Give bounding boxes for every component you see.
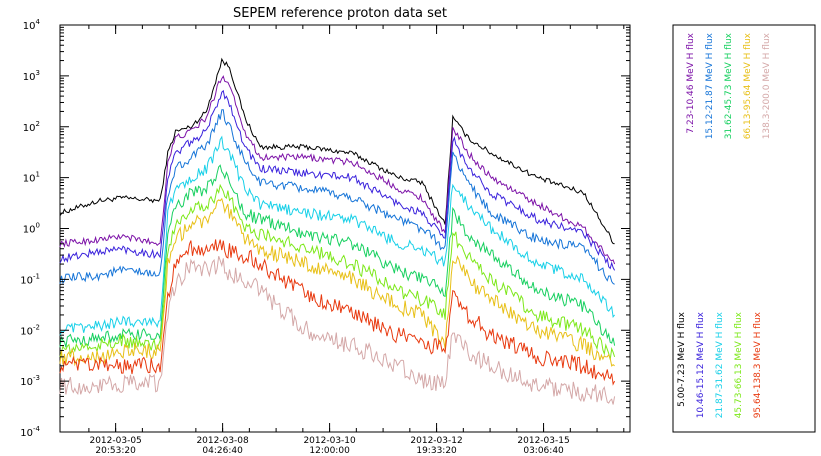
y-tick-exponent: 4 [36, 18, 41, 26]
x-tick-date: 2012-03-15 [517, 436, 569, 446]
y-tick-exponent: -1 [33, 272, 40, 280]
legend-label: 10.46-15.12 MeV H flux [696, 311, 706, 418]
y-tick-base: 10 [20, 428, 33, 439]
legend-label: 45.73-66.13 MeV H flux [734, 311, 744, 418]
y-tick-base: 10 [20, 275, 33, 286]
series-line [59, 89, 616, 271]
y-tick-exponent: 2 [36, 120, 40, 128]
series-line [59, 183, 616, 360]
series-line [59, 109, 615, 285]
y-tick-label: 10-1 [20, 272, 40, 286]
legend-label: 5.00-7.23 MeV H flux [677, 311, 687, 407]
legend-label: 15.12-21.87 MeV H flux [705, 32, 715, 139]
y-tick-label: 104 [23, 18, 41, 32]
y-tick-base: 10 [23, 174, 36, 185]
series-line [59, 135, 615, 336]
series-line [59, 57, 615, 245]
y-tick-exponent: -2 [33, 323, 40, 331]
y-tick-label: 10-4 [20, 425, 40, 439]
x-tick-time: 19:33:20 [416, 446, 457, 456]
x-tick-date: 2012-03-05 [89, 436, 141, 446]
x-tick-time: 04:26:40 [202, 446, 243, 456]
y-tick-base: 10 [20, 377, 33, 388]
legend-label: 95.64-138.3 MeV H flux [753, 311, 763, 418]
x-tick-date: 2012-03-12 [410, 436, 462, 446]
y-tick-label: 100 [23, 222, 40, 236]
series-layer [59, 57, 616, 405]
series-line [59, 164, 616, 348]
x-tick-time: 12:00:00 [309, 446, 350, 456]
y-tick-exponent: 3 [36, 69, 40, 77]
series-line [59, 239, 616, 386]
legend-label: 21.87-31.62 MeV H flux [715, 311, 725, 418]
y-tick-exponent: 1 [36, 171, 40, 179]
y-tick-base: 10 [23, 72, 36, 83]
y-tick-label: 10-2 [20, 323, 40, 337]
x-tick-time: 20:53:20 [95, 446, 136, 456]
legend-label: 7.23-10.46 MeV H flux [686, 32, 696, 133]
legend-label: 138.3-200.0 MeV H flux [762, 32, 772, 139]
x-tick-date: 2012-03-10 [303, 436, 356, 446]
y-tick-base: 10 [23, 21, 36, 32]
series-line [59, 256, 616, 405]
y-tick-label: 103 [23, 69, 40, 83]
y-tick-exponent: -4 [33, 425, 41, 433]
series-line [59, 75, 616, 265]
y-tick-base: 10 [23, 225, 36, 236]
x-tick-time: 03:06:40 [523, 446, 564, 456]
y-tick-exponent: -3 [33, 374, 40, 382]
chart-title: SEPEM reference proton data set [233, 6, 447, 21]
x-tick-date: 2012-03-08 [196, 436, 249, 446]
y-tick-label: 101 [23, 171, 40, 185]
series-line [59, 197, 615, 367]
y-tick-exponent: 0 [36, 222, 40, 230]
y-tick-label: 10-3 [20, 374, 40, 388]
legend-label: 31.62-45.73 MeV H flux [724, 32, 734, 139]
y-tick-label: 102 [23, 120, 40, 134]
y-tick-base: 10 [20, 326, 33, 337]
legend: 7.23-10.46 MeV H flux 15.12-21.87 MeV H f… [677, 32, 772, 418]
legend-label: 66.13-95.64 MeV H flux [743, 32, 753, 139]
plot-area-frame [59, 24, 631, 433]
y-tick-base: 10 [23, 123, 36, 134]
legend-box [672, 24, 816, 433]
